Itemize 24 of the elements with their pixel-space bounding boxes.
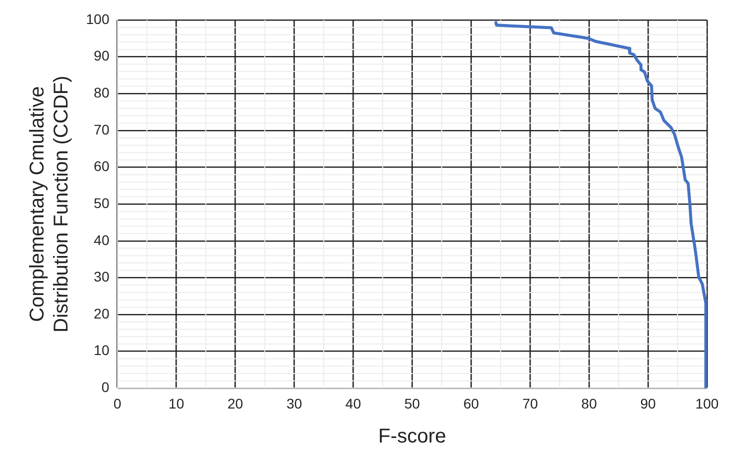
y-tick-label: 20 bbox=[94, 305, 110, 322]
y-tick-label: 100 bbox=[86, 10, 110, 27]
x-axis-title: F-score bbox=[378, 426, 446, 448]
x-tick-label: 80 bbox=[581, 395, 598, 412]
y-tick-label: 90 bbox=[94, 48, 110, 64]
y-tick-label: 60 bbox=[94, 158, 110, 174]
x-tick-label: 100 bbox=[695, 395, 719, 412]
y-tick-label: 0 bbox=[102, 379, 110, 396]
y-tick-label: 80 bbox=[94, 84, 110, 100]
y-tick-label: 40 bbox=[94, 232, 110, 248]
y-tick-label: 70 bbox=[94, 121, 110, 138]
x-tick-label: 90 bbox=[640, 395, 656, 412]
y-axis-title: Complementary Cmulative Distribution Function (CCDF) bbox=[26, 76, 73, 332]
y-tick-label: 10 bbox=[94, 342, 110, 358]
x-tick-label: 0 bbox=[113, 395, 122, 412]
y-tick-label: 30 bbox=[94, 268, 110, 285]
x-tick-label: 50 bbox=[404, 395, 420, 412]
y-tick-label: 50 bbox=[94, 194, 110, 211]
x-tick-label: 30 bbox=[286, 395, 302, 412]
x-tick-label: 10 bbox=[168, 395, 184, 412]
x-tick-label: 20 bbox=[228, 395, 244, 412]
x-tick-label: 60 bbox=[463, 395, 480, 412]
x-tick-label: 40 bbox=[345, 395, 362, 412]
x-tick-label: 70 bbox=[522, 395, 538, 412]
